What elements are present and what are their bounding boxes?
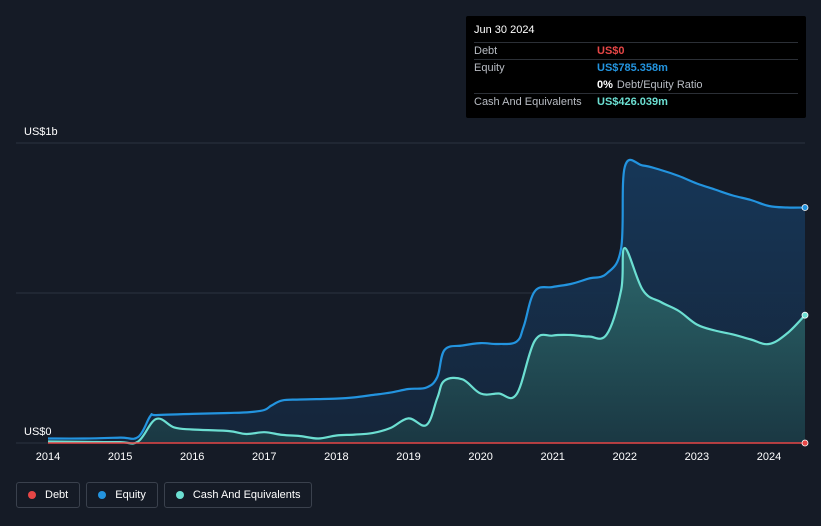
x-tick-label: 2017 [252,451,276,463]
x-tick-label: 2022 [613,451,637,463]
cash-and-equivalents-end-marker [801,311,809,319]
cash-and-equivalents-area [48,248,805,444]
tooltip-debt-value: US$0 [597,45,625,57]
x-tick-label: 2020 [468,451,492,463]
x-tick-label: 2016 [180,451,204,463]
tooltip-ratio-value: 0% [597,79,613,91]
tooltip-row-cash: Cash And Equivalents US$426.039m [474,93,798,110]
tooltip-ratio-unit: Debt/Equity Ratio [616,79,703,91]
tooltip-row-debt: Debt US$0 [474,42,798,59]
x-tick-label: 2023 [685,451,709,463]
cash-and-equivalents-line [47,246,806,445]
legend-cash-label: Cash And Equivalents [192,489,301,501]
y-tick-label: US$0 [24,426,52,438]
legend-cash-dot-icon [175,491,184,499]
x-tick-label: 2024 [757,451,781,463]
tooltip-equity-label: Equity [474,62,505,74]
tooltip-cash-label: Cash And Equivalents [474,96,582,108]
debt-end-marker [801,439,809,447]
equity-end-marker [801,204,809,211]
x-tick-label: 2019 [396,451,420,463]
legend-item-debt[interactable]: Debt [16,482,81,508]
x-tick-label: 2018 [324,451,348,463]
tooltip-date: Jun 30 2024 [474,24,535,36]
x-tick-label: 2021 [540,451,564,463]
x-tick-label: 2014 [36,451,60,463]
y-tick-label: US$1b [24,126,58,138]
legend-debt-label: Debt [45,489,69,501]
tooltip-equity-value: US$785.358m [597,62,668,74]
tooltip-row-equity: Equity US$785.358m [474,59,798,76]
tooltip-row-ratio: 0% Debt/Equity Ratio [474,76,798,93]
tooltip-debt-label: Debt [474,45,498,57]
x-tick-label: 2015 [108,451,132,463]
legend-equity-label: Equity [115,489,146,501]
tooltip-cash-value: US$426.039m [597,96,668,108]
legend-item-cash[interactable]: Cash And Equivalents [163,482,313,508]
tooltip-panel: Jun 30 2024 Debt US$0 Equity US$785.358m… [466,16,806,118]
legend-debt-dot-icon [28,491,36,499]
legend-item-equity[interactable]: Equity [86,482,158,508]
legend-equity-dot-icon [98,491,107,499]
equity-line [47,158,806,440]
chart-legend: Debt Equity Cash And Equivalents [16,482,313,508]
